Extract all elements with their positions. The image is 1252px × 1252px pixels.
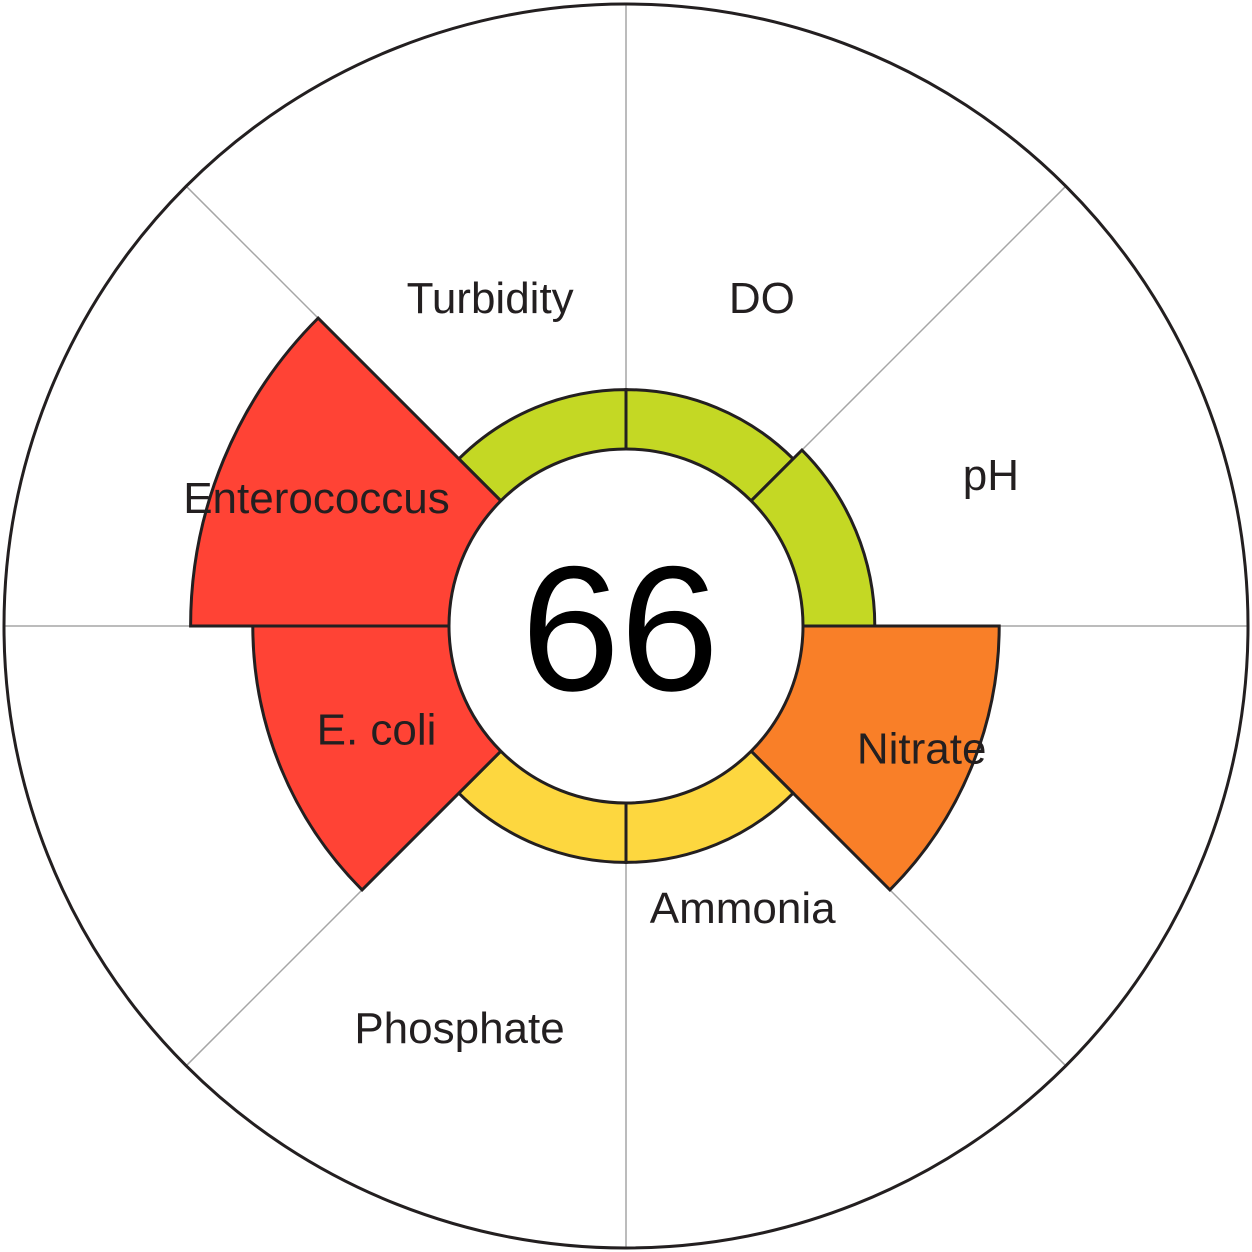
sector-labels: Turbidity DO pH Nitrate Ammonia Phosphate E. c…	[183, 274, 1019, 1053]
sector-label-phosphate: Phosphate	[354, 1004, 564, 1053]
sector-label-ammonia: Ammonia	[650, 884, 836, 933]
center-score-disc	[447, 447, 805, 805]
sector-label-nitrate: Nitrate	[857, 724, 987, 773]
overall-score: 66	[521, 529, 719, 728]
sector-label-enterococcus: Enterococcus	[183, 474, 450, 523]
sector-label-e-coli: E. coli	[317, 705, 437, 754]
sector-label-do: DO	[729, 274, 795, 323]
sector-label-ph: pH	[963, 451, 1019, 500]
sector-label-turbidity: Turbidity	[407, 274, 574, 323]
